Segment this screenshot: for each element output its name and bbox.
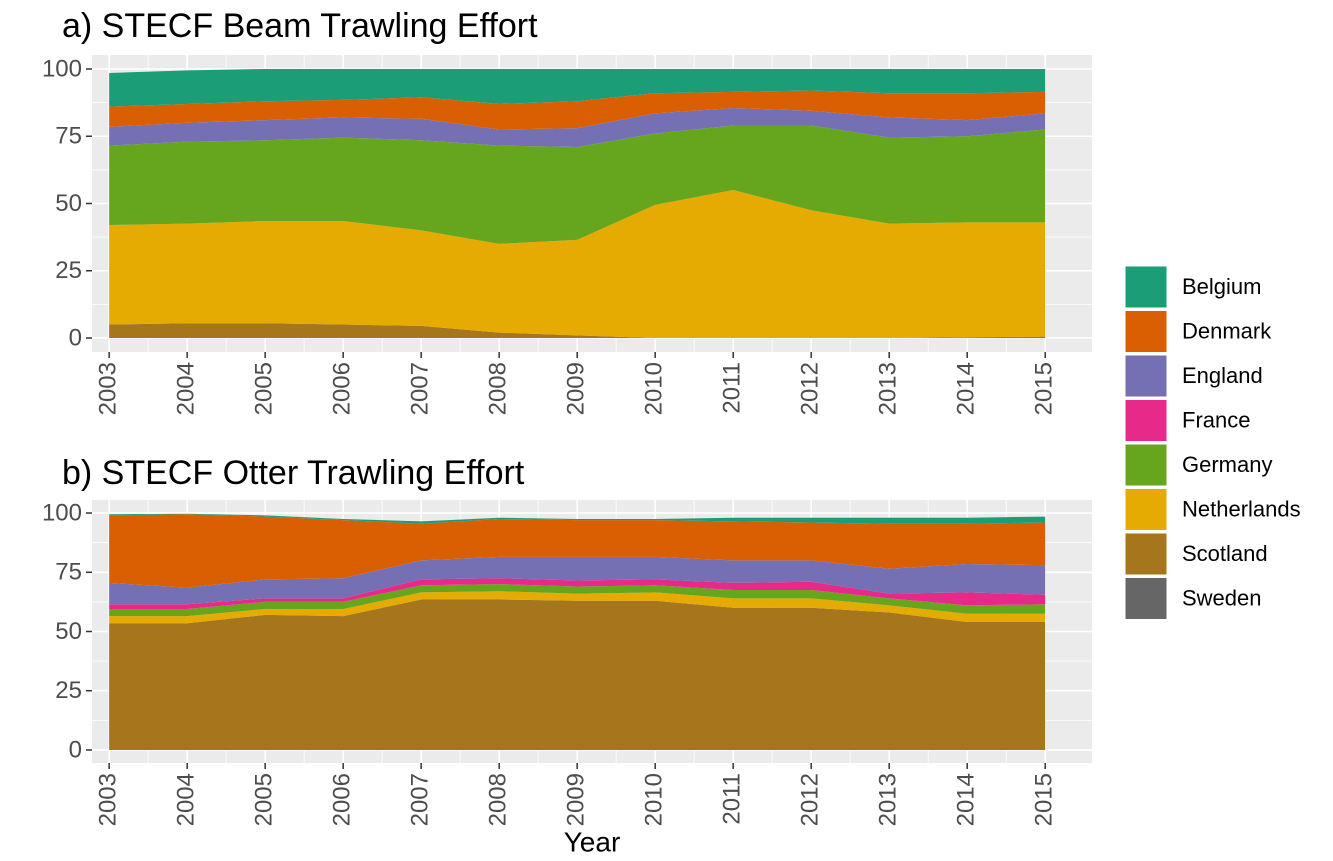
x-tick-label: 2014	[953, 773, 980, 826]
y-tick-label: 25	[55, 257, 82, 284]
area	[109, 190, 1046, 339]
x-tick-label: 2004	[173, 773, 200, 826]
legend-label: France	[1182, 407, 1250, 432]
legend-label: England	[1182, 363, 1263, 388]
area	[109, 599, 1046, 750]
y-tick-label: 100	[42, 499, 82, 526]
x-tick-label: 2009	[563, 362, 590, 415]
legend-label: Sweden	[1182, 585, 1262, 610]
panel-title: a) STECF Beam Trawling Effort	[62, 7, 538, 45]
area	[109, 556, 1046, 605]
legend-label: Scotland	[1182, 541, 1268, 566]
y-tick-label: 25	[55, 677, 82, 704]
y-tick-label: 50	[55, 618, 82, 645]
legend-label: Denmark	[1182, 318, 1272, 343]
legend-key	[1124, 532, 1168, 576]
x-tick-label: 2012	[797, 773, 824, 826]
x-tick-label: 2010	[641, 362, 668, 415]
x-tick-label: 2007	[407, 773, 434, 826]
legend-key	[1124, 399, 1168, 442]
x-tick-label: 2003	[95, 362, 122, 415]
area	[109, 514, 1046, 588]
y-tick-label: 50	[55, 190, 82, 217]
y-tick-label: 75	[55, 123, 82, 150]
y-tick-label: 0	[69, 324, 82, 351]
x-tick-label: 2013	[875, 362, 902, 415]
x-tick-label: 2008	[485, 362, 512, 415]
y-tick-label: 0	[69, 736, 82, 763]
y-tick-label: 75	[55, 559, 82, 586]
x-tick-label: 2015	[1031, 773, 1058, 826]
x-tick-label: 2005	[251, 362, 278, 415]
x-tick-label: 2014	[953, 362, 980, 415]
x-tick-label: 2004	[173, 362, 200, 415]
area	[109, 107, 1046, 148]
legend-key	[1124, 310, 1168, 353]
legend-label: Germany	[1182, 452, 1272, 477]
x-tick-label: 2007	[407, 362, 434, 415]
legend-label: Netherlands	[1182, 496, 1301, 521]
x-tick-label: 2009	[563, 773, 590, 826]
legend-label: Belgium	[1182, 274, 1261, 299]
legend-key	[1124, 443, 1168, 487]
y-tick-label: 100	[42, 55, 82, 82]
x-tick-label: 2008	[485, 773, 512, 826]
x-tick-label: 2010	[641, 773, 668, 826]
x-axis-title: Year	[564, 826, 621, 857]
legend-key	[1124, 265, 1168, 309]
x-tick-label: 2012	[797, 362, 824, 415]
x-tick-label: 2003	[95, 773, 122, 826]
x-tick-label: 2006	[329, 362, 356, 415]
legend-key	[1124, 354, 1168, 398]
x-tick-label: 2015	[1031, 362, 1058, 415]
area	[109, 68, 1046, 107]
area	[109, 578, 1046, 609]
panel-title: b) STECF Otter Trawling Effort	[62, 454, 525, 492]
area	[109, 584, 1046, 617]
area	[109, 323, 1046, 339]
area	[109, 591, 1046, 624]
x-tick-label: 2011	[719, 362, 746, 414]
area	[109, 125, 1046, 244]
area	[109, 513, 1046, 524]
legend-key	[1124, 577, 1168, 620]
x-tick-label: 2006	[329, 773, 356, 826]
x-tick-label: 2005	[251, 773, 278, 826]
area	[109, 90, 1046, 130]
x-tick-label: 2013	[875, 773, 902, 826]
legend-key	[1124, 488, 1168, 531]
x-tick-label: 2011	[719, 773, 746, 825]
